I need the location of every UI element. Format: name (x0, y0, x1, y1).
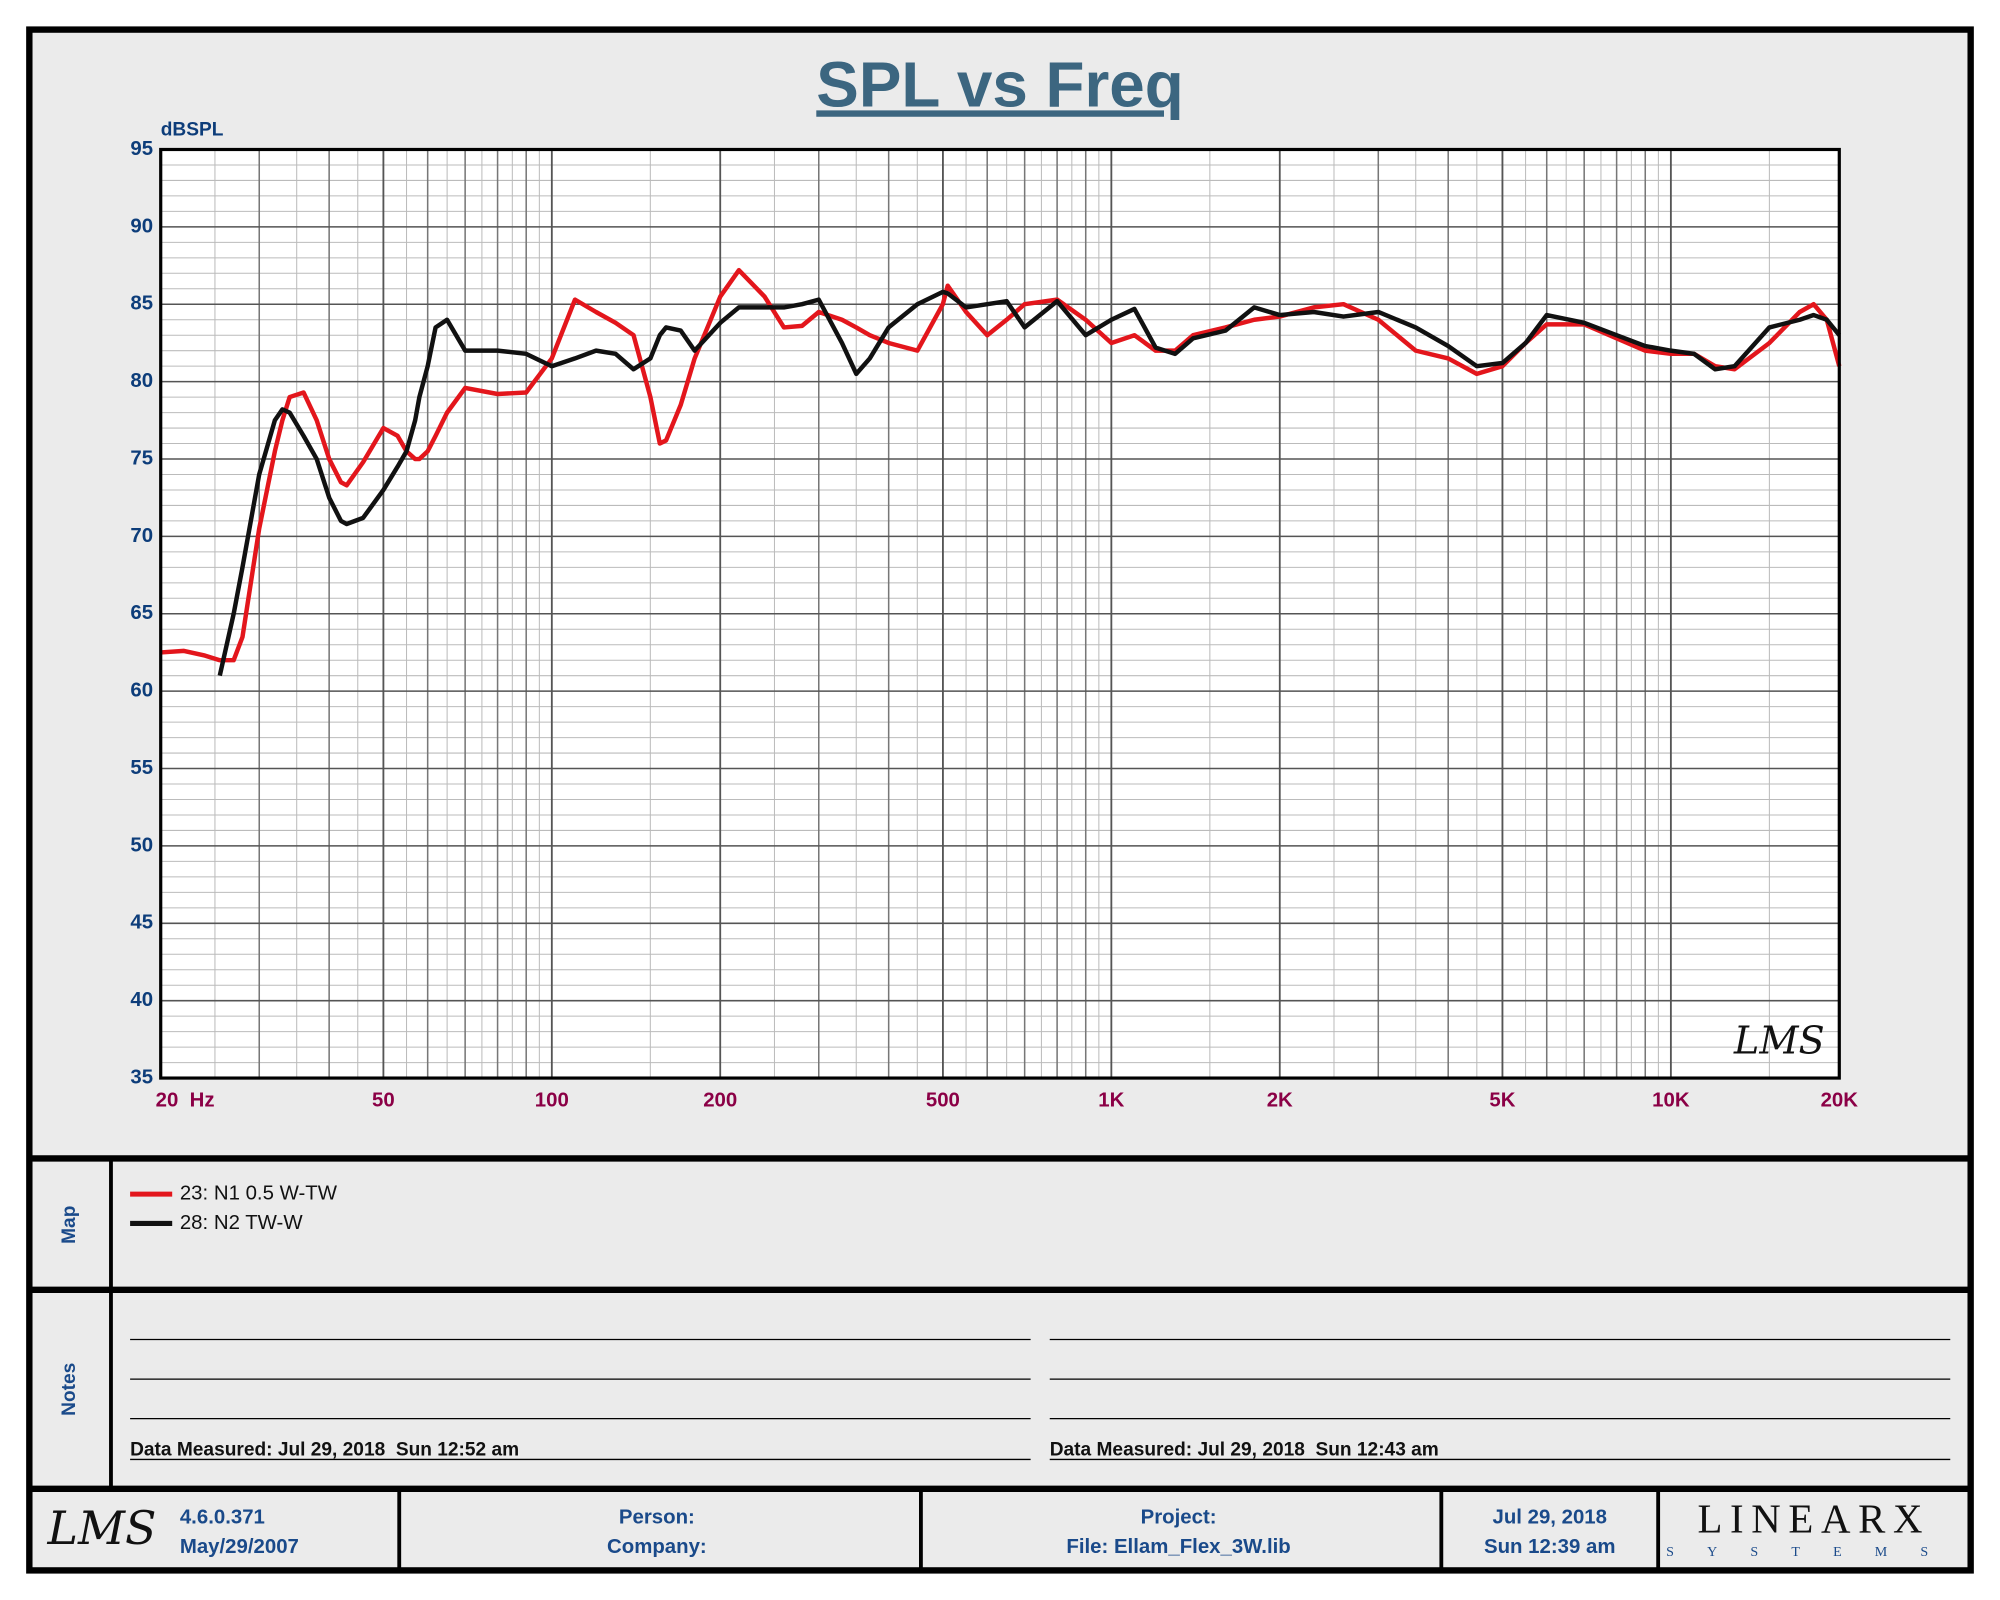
x-tick-label: 20 Hz (156, 1089, 215, 1111)
y-tick-label: 65 (130, 602, 153, 624)
y-tick-label: 60 (130, 680, 153, 702)
plot-border (159, 147, 1841, 1080)
x-tick-label: 2K (1267, 1089, 1293, 1111)
x-tick-label: 500 (926, 1089, 960, 1111)
time: Sun 12:39 am (1484, 1536, 1615, 1558)
x-tick-label: 5K (1489, 1089, 1515, 1111)
y-tick-label: 40 (130, 989, 153, 1011)
x-tick-label: 1K (1098, 1089, 1124, 1111)
measured-note: Data Measured: Jul 29, 2018 Sun 12:52 am (130, 1440, 519, 1461)
y-tick-label: 75 (130, 447, 153, 469)
legend-label: 23: N1 0.5 W-TW (180, 1183, 338, 1205)
x-tick-label: 200 (703, 1089, 737, 1111)
x-tick-label: 20K (1821, 1089, 1859, 1111)
watermark-logo: LMS (1733, 1019, 1825, 1064)
map-label: Map (59, 1206, 80, 1244)
notes-label: Notes (59, 1363, 80, 1416)
y-tick-label: 85 (130, 293, 153, 315)
version-date: May/29/2007 (180, 1536, 299, 1558)
y-tick-label: 45 (130, 912, 153, 934)
y-tick-label: 90 (130, 215, 153, 237)
y-axis-label: dBSPL (161, 119, 224, 140)
y-tick-label: 50 (130, 834, 153, 856)
footer-logo: LMS (47, 1501, 157, 1555)
measured-note: Data Measured: Jul 29, 2018 Sun 12:43 am (1050, 1440, 1439, 1461)
y-tick-label: 80 (130, 370, 153, 392)
series-line (217, 289, 1842, 677)
person: Person: (619, 1507, 695, 1529)
date: Jul 29, 2018 (1492, 1507, 1606, 1529)
brand: LINEARX (1697, 1497, 1930, 1542)
company: Company: (607, 1536, 707, 1558)
x-tick-label: 100 (535, 1089, 569, 1111)
y-tick-label: 95 (130, 138, 153, 160)
project: Project: (1141, 1507, 1217, 1529)
note-lines (130, 1338, 1951, 1461)
y-tick-label: 55 (130, 757, 153, 779)
chart-title: SPL vs Freq (816, 48, 1183, 120)
y-tick-label: 70 (130, 525, 153, 547)
legend-label: 28: N2 TW-W (180, 1212, 303, 1234)
file: File: Ellam_Flex_3W.lib (1066, 1536, 1290, 1558)
y-tick-label: 35 (130, 1066, 153, 1088)
brand-sub: SYSTEMS (1666, 1544, 1961, 1560)
version: 4.6.0.371 (180, 1507, 265, 1529)
x-tick-label: 10K (1652, 1089, 1690, 1111)
series-line (160, 267, 1842, 663)
x-tick-label: 50 (372, 1089, 395, 1111)
